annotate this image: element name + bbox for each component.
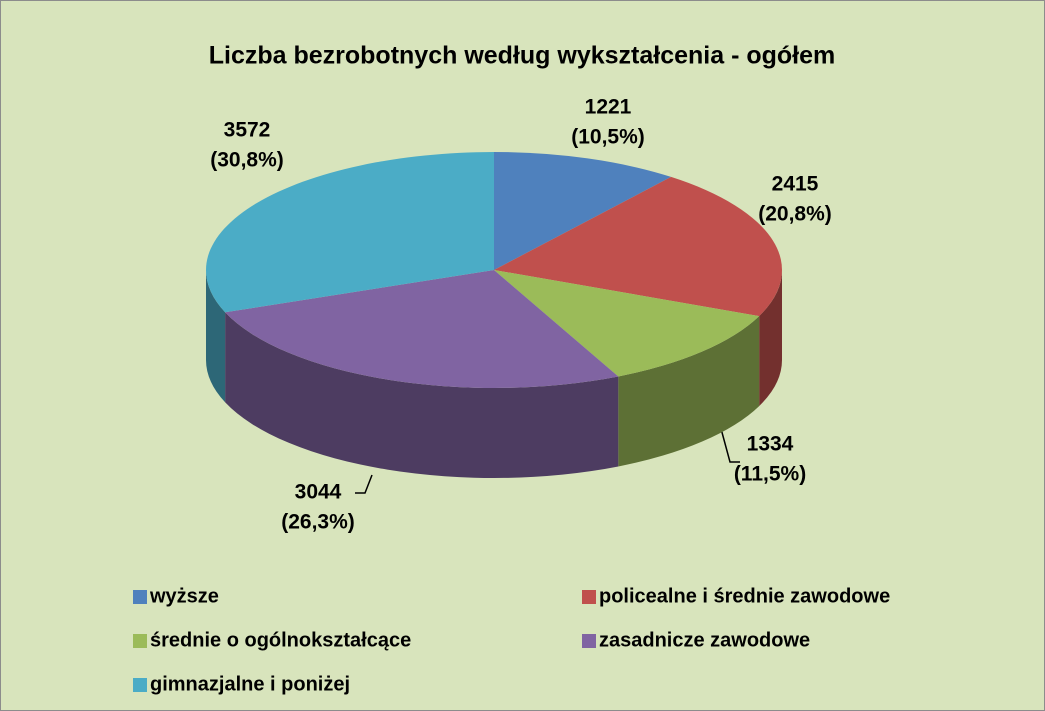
slice <box>494 152 672 270</box>
slice <box>494 176 782 317</box>
labels: 1221 (10,5%) 2415 (20,8%) 1334 (11,5%) 3044 (26… <box>133 96 890 695</box>
legend-label: zasadnicze zawodowe <box>599 629 810 651</box>
slice-side <box>759 270 783 407</box>
data-label: 3572 <box>224 119 271 142</box>
data-label: 1221 <box>585 96 632 119</box>
data-label: 3044 <box>295 481 342 504</box>
legend-swatch <box>133 590 147 604</box>
slice-side <box>225 312 619 478</box>
data-label: 1334 <box>747 433 794 456</box>
legend-label: gimnazjalne i poniżej <box>150 673 350 695</box>
percent-label: (26,3%) <box>281 511 355 534</box>
legend-swatch <box>582 634 596 648</box>
pie <box>206 152 783 478</box>
chart-title: Liczba bezrobotnych według wykształcenia… <box>209 42 836 70</box>
leader-line <box>719 424 740 463</box>
leader-line <box>355 474 373 494</box>
percent-label: (11,5%) <box>734 463 806 486</box>
slice <box>225 270 619 388</box>
slice-side <box>206 270 226 403</box>
legend-label: wyższe <box>149 585 219 607</box>
percent-label: (30,8%) <box>210 149 284 172</box>
slice <box>206 152 494 313</box>
legend-swatch <box>133 678 147 692</box>
percent-label: (20,8%) <box>758 203 832 226</box>
slice-side <box>618 316 760 467</box>
percent-label: (10,5%) <box>571 126 645 149</box>
legend-swatch <box>582 590 596 604</box>
slice <box>494 270 760 377</box>
legend-label: policealne i średnie zawodowe <box>599 585 890 607</box>
data-label: 2415 <box>772 173 819 196</box>
legend-label: średnie o ogólnokształcące <box>150 629 411 651</box>
legend-swatch <box>133 634 147 648</box>
